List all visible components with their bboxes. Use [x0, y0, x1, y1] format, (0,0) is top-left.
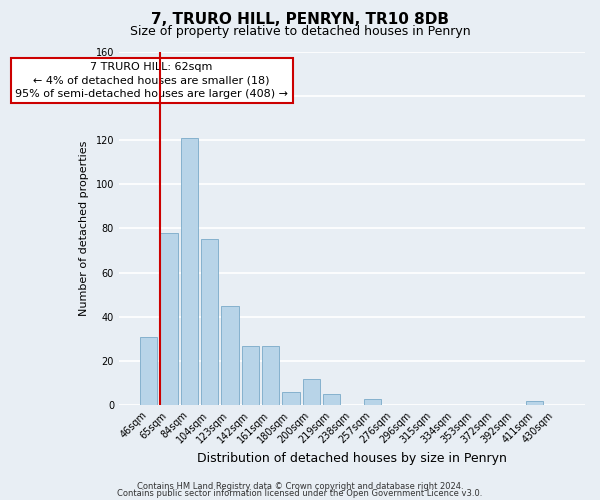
X-axis label: Distribution of detached houses by size in Penryn: Distribution of detached houses by size … — [197, 452, 507, 465]
Bar — [302, 378, 320, 405]
Bar — [262, 346, 280, 405]
Bar — [364, 398, 381, 405]
Text: Contains public sector information licensed under the Open Government Licence v3: Contains public sector information licen… — [118, 489, 482, 498]
Bar — [201, 240, 218, 405]
Bar — [242, 346, 259, 405]
Bar — [140, 336, 157, 405]
Text: Contains HM Land Registry data © Crown copyright and database right 2024.: Contains HM Land Registry data © Crown c… — [137, 482, 463, 491]
Bar — [526, 401, 544, 405]
Text: 7, TRURO HILL, PENRYN, TR10 8DB: 7, TRURO HILL, PENRYN, TR10 8DB — [151, 12, 449, 28]
Bar — [221, 306, 239, 405]
Bar — [323, 394, 340, 405]
Bar — [160, 233, 178, 405]
Bar — [283, 392, 299, 405]
Y-axis label: Number of detached properties: Number of detached properties — [79, 140, 89, 316]
Text: 7 TRURO HILL: 62sqm
← 4% of detached houses are smaller (18)
95% of semi-detache: 7 TRURO HILL: 62sqm ← 4% of detached hou… — [15, 62, 288, 98]
Bar — [181, 138, 198, 405]
Text: Size of property relative to detached houses in Penryn: Size of property relative to detached ho… — [130, 25, 470, 38]
